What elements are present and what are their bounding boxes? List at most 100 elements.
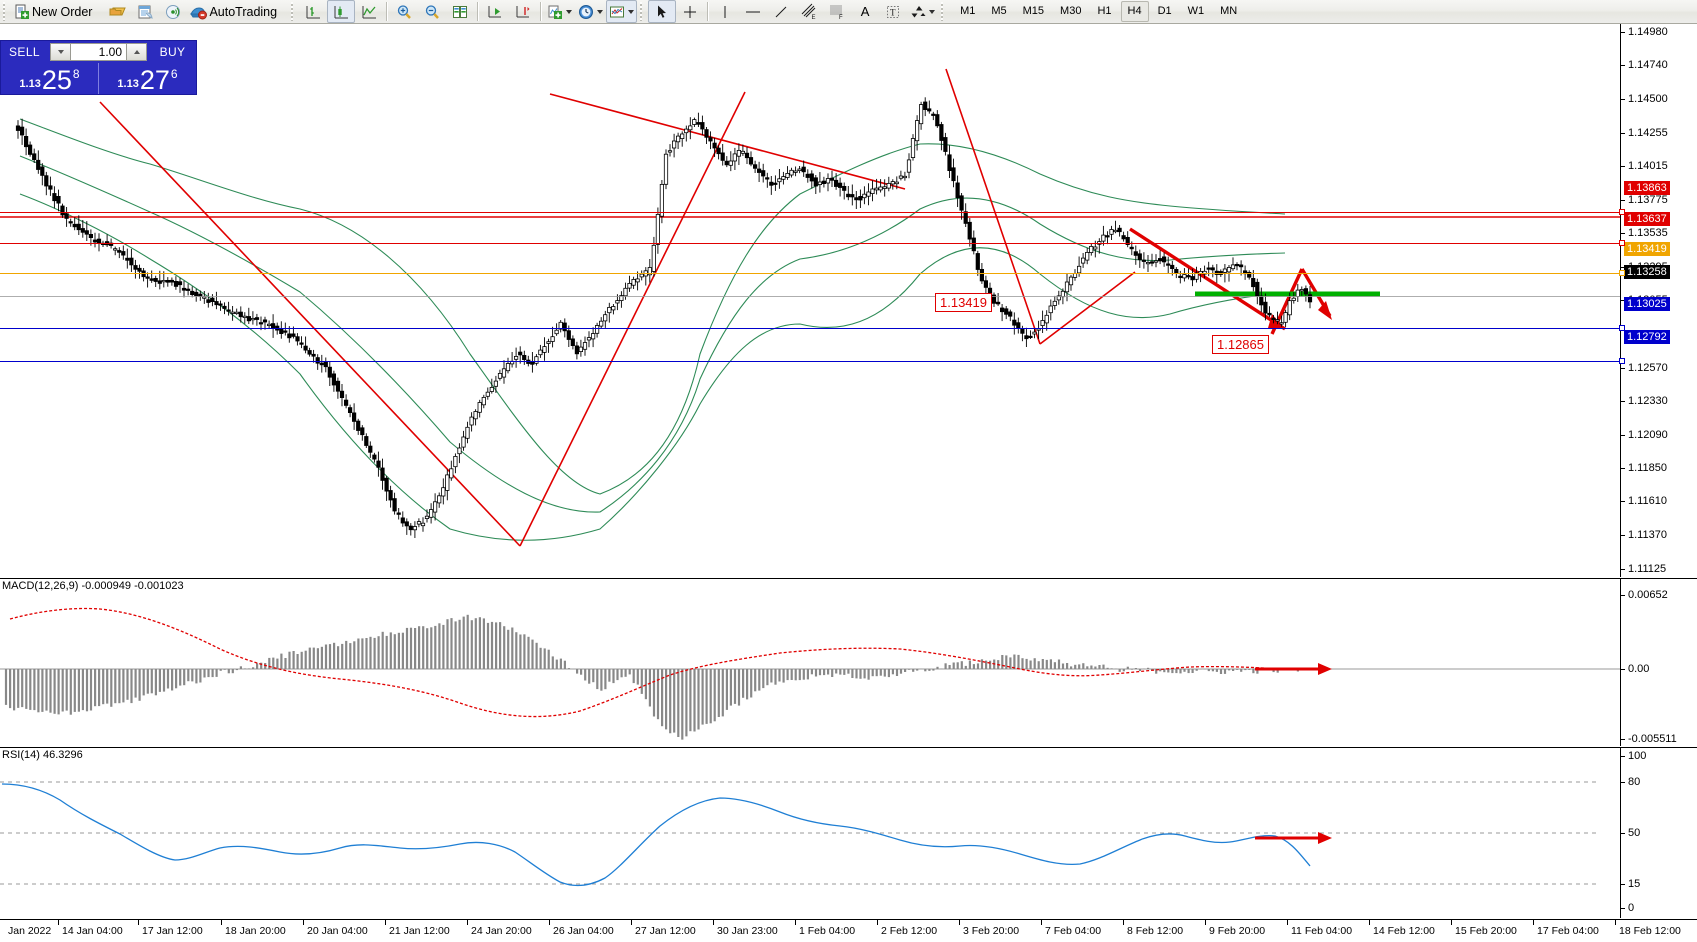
time-tick-label: 18 Feb 12:00 (1619, 925, 1681, 937)
volume-input[interactable]: 1.00 (71, 43, 126, 61)
timeframe-mn[interactable]: MN (1220, 5, 1238, 17)
trendline-button[interactable] (767, 0, 795, 23)
timeframe-m1[interactable]: M1 (960, 5, 976, 17)
toolbar-grip[interactable] (2, 2, 9, 21)
price-chart-pane[interactable]: 1.14980 1.14740 1.14500 1.14255 1.14015 1.137… (0, 24, 1697, 577)
bar-chart-icon (305, 4, 321, 20)
macd-tick: 0.00652 (1621, 589, 1668, 601)
buy-button[interactable]: BUY (159, 45, 186, 59)
expert-advisors-button[interactable] (103, 0, 131, 23)
price-level-badge-support[interactable]: 1.12792 (1624, 329, 1670, 344)
chevron-down-icon[interactable] (566, 9, 573, 14)
periods-button[interactable] (575, 0, 606, 23)
chevron-down-icon-2[interactable] (597, 9, 604, 14)
crosshair-button[interactable] (676, 0, 704, 23)
data-window-button[interactable] (131, 0, 159, 23)
fibonacci-button[interactable]: F (823, 0, 851, 23)
price-level-badge-last-price[interactable]: 1.13258 (1624, 264, 1670, 279)
price-level-handle[interactable] (1619, 357, 1625, 364)
time-tick-mark (467, 920, 468, 925)
time-tick-mark (303, 920, 304, 925)
text-label-button[interactable]: T (879, 0, 907, 23)
time-axis[interactable]: Jan 2022 14 Jan 04:00 17 Jan 12:00 18 Jan 2… (0, 919, 1697, 942)
tile-windows-icon (452, 4, 468, 20)
arrows-button[interactable] (907, 0, 938, 23)
tile-windows-button[interactable] (446, 0, 474, 23)
price-level-badge-resistance[interactable]: 1.13863 (1624, 180, 1670, 195)
timeframe-m30[interactable]: M30 (1060, 5, 1082, 17)
price-level-badge-support[interactable]: 1.13025 (1624, 297, 1670, 312)
sell-button[interactable]: SELL (9, 45, 40, 59)
indicators-button[interactable] (544, 0, 575, 23)
chevron-down-icon-4[interactable] (929, 9, 936, 14)
time-tick-label: 2 Feb 12:00 (881, 925, 938, 937)
time-tick-label: 17 Jan 12:00 (142, 925, 203, 937)
volume-decrease-button[interactable] (50, 43, 71, 61)
candlestick-chart-button[interactable] (327, 0, 356, 23)
rsi-axis[interactable]: 100 80 50 15 0 (1620, 748, 1697, 918)
price-level-handle[interactable] (1619, 270, 1625, 277)
main-toolbar: New Order (0, 0, 1697, 24)
timeframe-m5[interactable]: M5 (991, 5, 1007, 17)
buy-price[interactable]: 1.13 27 6 (99, 63, 196, 94)
price-level-handle[interactable] (1619, 325, 1625, 332)
horizontal-line-button[interactable] (739, 0, 767, 23)
price-level-badge-pivot[interactable]: 1.13419 (1624, 242, 1670, 257)
chart-annotation-label[interactable]: 1.12865 (1212, 335, 1269, 354)
timeframe-h4[interactable]: H4 (1120, 1, 1149, 22)
price-level-handle[interactable] (1619, 240, 1625, 247)
time-tick-mark (1287, 920, 1288, 925)
rsi-plot-area[interactable] (0, 748, 1620, 918)
zoom-out-button[interactable] (418, 0, 446, 23)
sell-price-small: 8 (72, 67, 80, 81)
volume-increase-button[interactable] (126, 43, 147, 61)
price-tick: 1.14980 (1621, 26, 1668, 38)
autotrading-button[interactable]: AutoTrading (187, 0, 288, 23)
time-tick-mark (549, 920, 550, 925)
price-tick: 1.13775 (1621, 194, 1668, 206)
timeframe-m15[interactable]: M15 (1022, 5, 1045, 17)
line-chart-button[interactable] (355, 0, 383, 23)
data-window-icon (137, 4, 154, 20)
chart-annotation-label[interactable]: 1.13419 (935, 293, 992, 312)
chart-shift-button[interactable] (509, 0, 537, 23)
new-order-button[interactable]: New Order (11, 0, 103, 23)
time-tick-mark (1533, 920, 1534, 925)
rsi-pane[interactable]: RSI(14) 46.3296 100 80 50 15 0 (0, 747, 1697, 918)
chevron-down-icon-3[interactable] (628, 9, 635, 14)
price-tick: 1.12570 (1621, 362, 1668, 374)
buy-price-mid: 27 (139, 65, 170, 95)
price-axis[interactable]: 1.14980 1.14740 1.14500 1.14255 1.14015 1.137… (1620, 24, 1697, 577)
one-click-trading-panel[interactable]: SELL 1.00 BUY 1.13 25 8 1.13 27 6 (0, 40, 197, 95)
price-level-badge-resistance[interactable]: 1.13637 (1624, 212, 1670, 227)
price-level-handle[interactable] (1619, 208, 1625, 215)
timeframe-w1[interactable]: W1 (1187, 5, 1205, 17)
text-button[interactable]: A (851, 0, 879, 23)
market-watch-button[interactable] (159, 0, 187, 23)
svg-text:E: E (812, 15, 816, 20)
time-tick-label: 20 Jan 04:00 (307, 925, 368, 937)
macd-svg (0, 607, 1620, 740)
macd-plot-area[interactable] (0, 579, 1620, 746)
toolbar-separator-1 (386, 2, 388, 21)
macd-axis[interactable]: 0.00652 0.00 -0.005511 (1620, 579, 1697, 746)
chart-shift-icon (515, 4, 531, 20)
macd-pane[interactable]: MACD(12,26,9) -0.000949 -0.001023 0.0065… (0, 578, 1697, 746)
timeframe-h1[interactable]: H1 (1097, 5, 1112, 17)
price-plot-area[interactable] (0, 24, 1620, 577)
toolbar-grip-3[interactable] (639, 2, 647, 21)
time-tick-mark (385, 920, 386, 925)
toolbar-grip-2[interactable] (290, 2, 298, 21)
auto-scroll-button[interactable] (481, 0, 509, 23)
time-tick-mark (713, 920, 714, 925)
bar-chart-button[interactable] (299, 0, 327, 23)
cursor-button[interactable] (648, 0, 677, 23)
toolbar-grip-4[interactable] (940, 2, 948, 21)
timeframe-d1[interactable]: D1 (1157, 5, 1172, 17)
sell-price[interactable]: 1.13 25 8 (1, 63, 98, 94)
vertical-line-button[interactable] (711, 0, 739, 23)
rsi-tick: 80 (1621, 776, 1640, 788)
templates-button[interactable] (606, 0, 638, 23)
zoom-in-button[interactable] (390, 0, 418, 23)
equidistant-channel-button[interactable]: E (795, 0, 823, 23)
